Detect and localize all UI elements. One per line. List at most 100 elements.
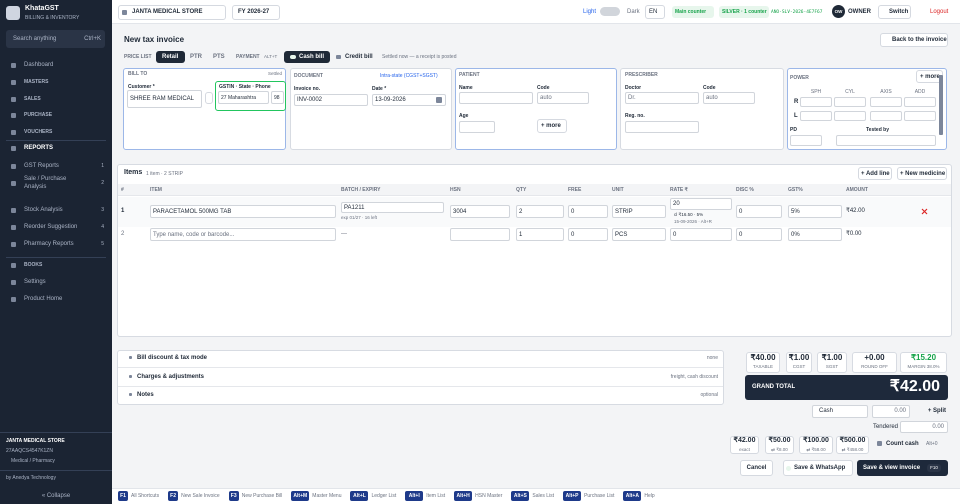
shortcut-label[interactable]: Sales List [532,493,555,499]
unit-input[interactable] [612,228,666,241]
customer-input[interactable] [127,90,202,108]
quick-cash-button[interactable] [799,436,833,454]
nav-item[interactable]: Stock Analysis [24,207,63,213]
nav-item[interactable]: Settings [24,279,46,285]
power-input[interactable] [870,111,902,121]
nav-item[interactable]: Product Home [24,296,63,302]
shortcut-label[interactable]: Help [644,493,655,499]
power-input[interactable] [834,111,866,121]
count-cash-button[interactable]: Count cash [886,441,919,447]
store-switcher[interactable] [118,5,226,20]
remove-icon[interactable] [921,208,928,215]
qty-input[interactable] [516,205,564,218]
payment-active[interactable] [284,51,330,63]
language-select[interactable] [645,5,665,19]
nav-item[interactable]: VOUCHERS [24,129,53,135]
doctor-input[interactable] [625,92,699,104]
patient-code-input[interactable] [537,92,589,104]
new-medicine-button[interactable] [897,167,947,180]
collapse-button[interactable]: « Collapse [41,493,71,499]
nav-item[interactable]: MASTERS [24,79,49,85]
free-input[interactable] [568,205,608,218]
logout-button[interactable]: Logout [930,9,949,15]
rate-input[interactable] [670,228,732,241]
quick-cash-button[interactable] [836,436,869,454]
shortcut-label[interactable]: Ledger List [371,493,397,499]
back-button[interactable] [880,33,948,47]
phone-input[interactable] [271,91,284,104]
payment-mode-select[interactable] [812,405,868,418]
nav-item[interactable]: Dashboard [24,62,54,68]
search-box[interactable] [6,30,105,48]
quick-cash-button[interactable] [730,436,759,454]
item-input[interactable] [150,228,336,241]
price-list-option[interactable]: PTR [190,54,202,60]
adjustment-toggle[interactable]: Charges & adjustments [137,373,205,380]
qty-input[interactable] [516,228,564,241]
nav-item[interactable]: PURCHASE [24,112,53,118]
shortcut-label[interactable]: HSN Master [475,493,503,499]
unit-input[interactable] [612,205,666,218]
patient-age-input[interactable] [459,121,495,133]
save-button[interactable] [857,460,948,476]
theme-light[interactable]: Light [583,9,597,15]
shortcut-label[interactable]: All Shortcuts [131,493,160,499]
amount-input[interactable] [872,405,910,418]
theme-dark[interactable]: Dark [627,9,640,15]
power-input[interactable] [904,111,936,121]
tested-by-input[interactable] [836,135,936,146]
power-input[interactable] [800,97,832,107]
tendered-input[interactable] [900,421,948,433]
payment-option[interactable]: Credit bill [345,54,373,60]
hsn-input[interactable] [450,228,510,241]
shortcut-label[interactable]: New Sale Invoice [181,493,220,499]
discount-input[interactable] [736,228,782,241]
nav-item[interactable]: GST Reports [24,163,59,169]
remove-row-button[interactable] [921,208,928,215]
doctor-code-input[interactable] [703,92,755,104]
patient-more-button[interactable] [537,119,567,133]
gst-select[interactable] [788,205,842,218]
power-input[interactable] [800,111,832,121]
pd-input[interactable] [790,135,822,146]
customer-options[interactable] [205,92,213,104]
nav-item[interactable]: Pharmacy Reports [24,241,74,247]
price-list-active[interactable] [156,51,185,63]
theme-toggle[interactable] [600,7,620,16]
shortcut-label[interactable]: Item List [426,493,446,499]
shortcut-label[interactable]: New Purchase Bill [241,493,283,499]
item-input[interactable] [150,205,336,218]
batch-input[interactable] [341,202,444,213]
quick-cash-button[interactable] [765,436,794,454]
rate-input[interactable] [670,198,732,210]
price-list-option[interactable]: Retail [162,54,179,60]
hsn-input[interactable] [450,205,510,218]
nav-item[interactable]: Sale / Purchase Analysis [24,176,67,190]
power-input[interactable] [834,97,866,107]
nav-item[interactable]: BOOKS [24,262,43,268]
date-input[interactable] [372,94,446,106]
adjustment-toggle[interactable]: Notes [137,392,154,398]
gst-select[interactable] [788,228,842,241]
reg-number-input[interactable] [625,121,699,133]
whatsapp-button[interactable] [783,460,853,476]
shortcut-label[interactable]: Purchase List [584,493,615,499]
discount-input[interactable] [736,205,782,218]
free-input[interactable] [568,228,608,241]
nav-item[interactable]: SALES [24,96,41,102]
nav-item[interactable]: Reorder Suggestion [24,224,78,230]
nav-item[interactable]: REPORTS [24,145,54,151]
price-list-option[interactable]: PTS [213,54,225,60]
adjustment-toggle[interactable]: Bill discount & tax mode [137,355,208,361]
cancel-button[interactable] [740,460,773,476]
invoice-number-input[interactable] [294,94,368,106]
fy-selector[interactable] [232,5,280,20]
payment-option[interactable]: Cash bill [299,54,325,60]
switch-button[interactable] [878,5,911,19]
power-input[interactable] [870,97,902,107]
shortcut-label[interactable]: Master Menu [312,493,342,499]
split-button[interactable]: + Split [927,408,946,414]
add-line-button[interactable] [858,167,892,180]
power-input[interactable] [904,97,936,107]
patient-name-input[interactable] [459,92,533,104]
